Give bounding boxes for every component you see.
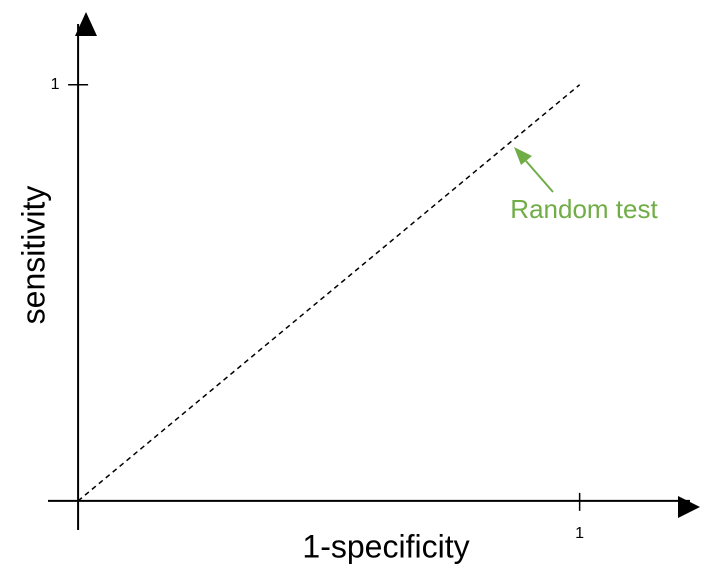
- annotation-arrow: [525, 160, 554, 193]
- x-tick-label: 1: [575, 525, 584, 542]
- annotation: Random test: [510, 194, 658, 224]
- y-tick-label: 1: [51, 76, 60, 93]
- x-axis-arrow: [678, 496, 700, 518]
- y-axis-arrow: [75, 12, 97, 36]
- y-axis-label: sensitivity: [15, 186, 51, 325]
- x-axis-label: 1-specificity: [302, 528, 469, 564]
- series-line: [77, 84, 581, 502]
- annotation-arrowhead: [514, 147, 532, 165]
